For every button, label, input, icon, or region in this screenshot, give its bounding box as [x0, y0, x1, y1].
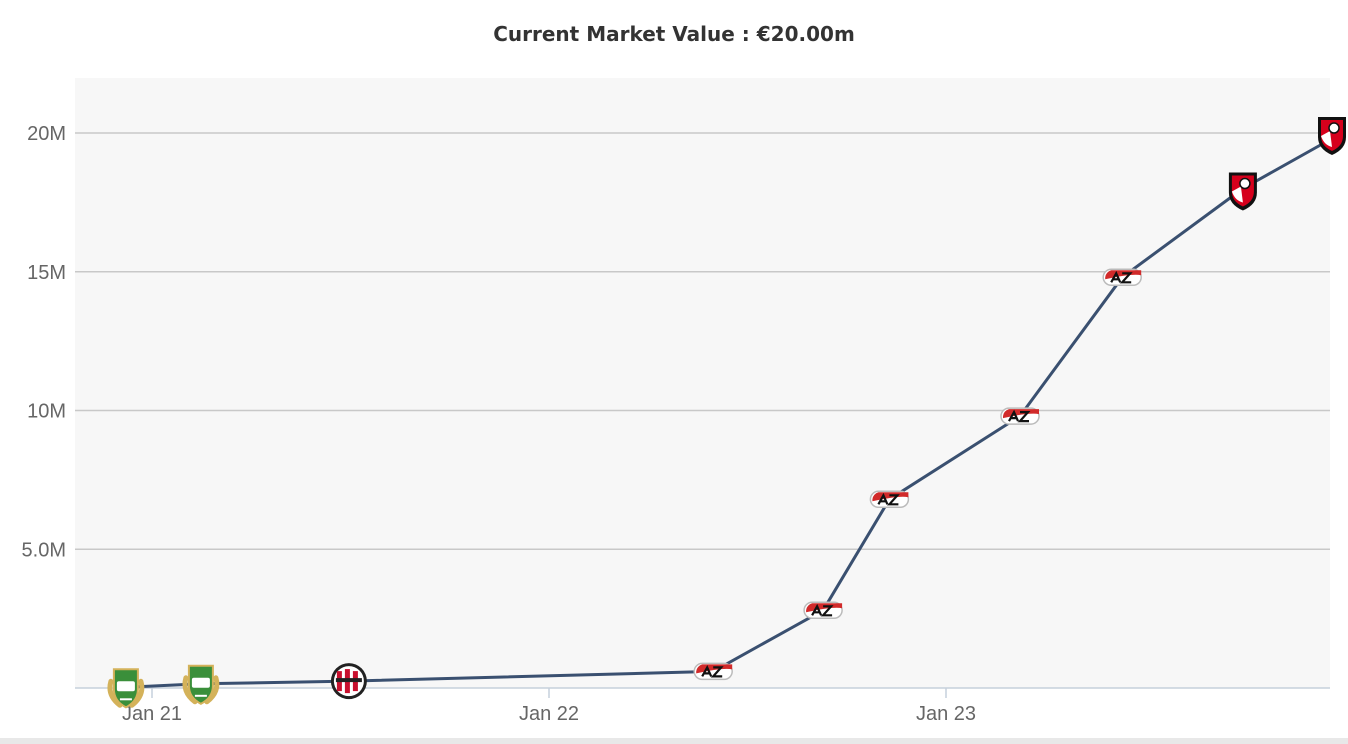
chart-title: Current Market Value : €20.00m	[493, 22, 855, 46]
az-crest-icon[interactable]	[1000, 407, 1040, 425]
milan-crest-icon[interactable]	[330, 663, 367, 700]
bournemouth-crest-icon[interactable]	[1228, 172, 1257, 211]
y-tick-label: 20M	[27, 123, 66, 145]
bottom-scrollbar-track	[0, 738, 1348, 744]
x-tick-label: Jan 22	[519, 703, 579, 725]
series-line	[125, 131, 1343, 689]
eto-crest-icon[interactable]	[107, 668, 145, 709]
y-tick-label: 10M	[27, 401, 66, 423]
y-tick-label: 15M	[27, 262, 66, 284]
bournemouth-crest-icon[interactable]	[1318, 117, 1346, 155]
y-tick-label: 5.0M	[22, 539, 66, 561]
y-axis-ticks: 5.0M 10M 15M 20M	[22, 123, 66, 561]
az-crest-icon[interactable]	[803, 601, 843, 620]
x-tick-label: Jan 23	[916, 703, 976, 725]
eto-crest-icon[interactable]	[182, 664, 220, 705]
x-tick-label: Jan 21	[122, 703, 182, 725]
az-crest-icon[interactable]	[1102, 268, 1142, 287]
x-axis-ticks: Jan 21 Jan 22 Jan 23	[122, 688, 976, 725]
data-point-markers	[107, 117, 1346, 709]
az-crest-icon[interactable]	[869, 490, 910, 509]
az-crest-icon[interactable]	[693, 662, 733, 681]
plot-background	[75, 78, 1330, 688]
